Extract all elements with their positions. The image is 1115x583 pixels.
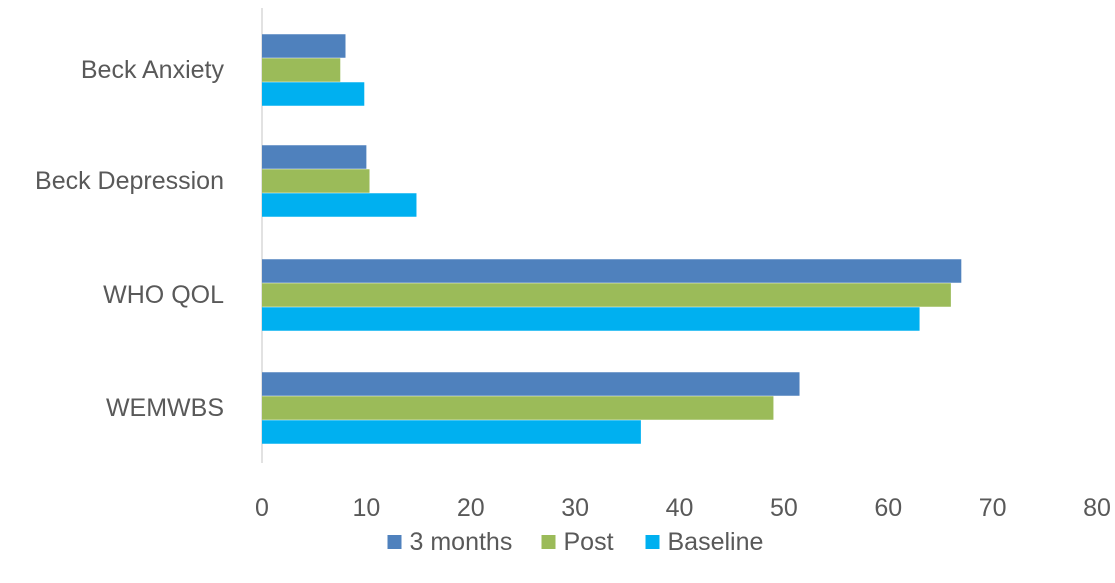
category-label: Beck Depression [35,167,224,195]
x-tick-label: 70 [979,494,1007,522]
x-tick-label: 0 [255,494,269,522]
bar [262,307,920,331]
legend: 3 months Post Baseline [387,528,764,556]
category-label: WEMWBS [106,394,224,422]
x-tick-label: 20 [457,494,485,522]
x-tick-label: 40 [666,494,694,522]
bar [262,58,341,82]
bars-layer [262,34,962,444]
legend-label: 3 months [410,528,513,556]
bar [262,283,951,307]
bar [262,193,417,217]
bar [262,145,367,169]
bar [262,259,962,283]
category-label: WHO QOL [103,281,224,309]
bar [262,82,365,106]
bar [262,169,370,193]
legend-swatch [387,535,402,549]
x-tick-label: 80 [1083,494,1111,522]
legend-swatch [541,535,556,549]
bar [262,372,800,396]
legend-swatch [645,535,660,549]
x-tick-label: 10 [352,494,380,522]
x-tick-label: 50 [770,494,798,522]
x-tick-labels: 0 10 20 30 40 50 60 70 80 [255,494,1111,522]
category-label: Beck Anxiety [81,56,225,84]
bar [262,396,774,420]
bar [262,420,641,444]
bar [262,34,346,58]
legend-label: Baseline [668,528,764,556]
x-tick-label: 30 [561,494,589,522]
legend-label: Post [564,528,614,556]
x-tick-label: 60 [874,494,902,522]
category-labels: Beck Anxiety Beck Depression WHO QOL WEMWBS [35,56,224,422]
